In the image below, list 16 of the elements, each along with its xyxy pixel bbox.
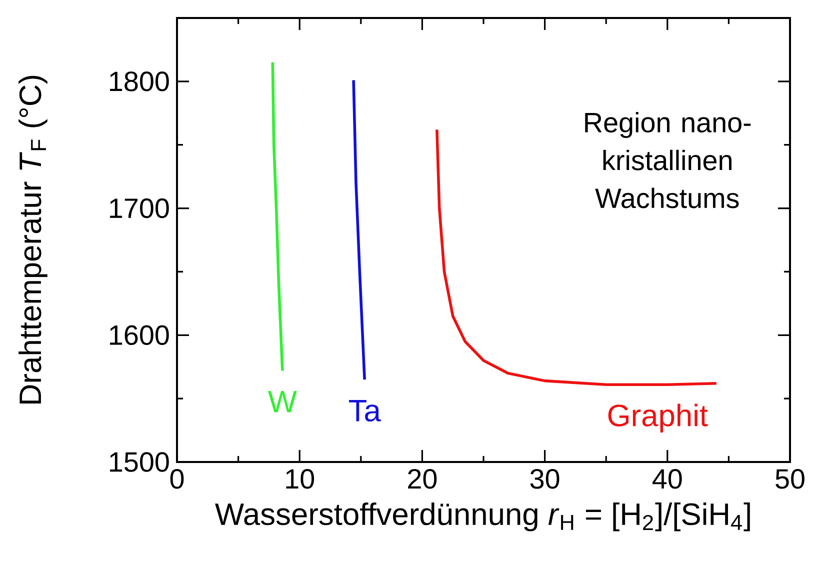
- x-tick-label: 0: [170, 469, 184, 489]
- y-axis-title: Drahttemperatur T$_{F}$ (°C): [18, 76, 48, 404]
- y-tick-label: 1800: [110, 72, 169, 92]
- y-tick-label: 1600: [110, 325, 169, 346]
- x-axis-title: Wasserstoffverdünnung r$_{H}$ = [H$_{2}$]/[SiH$_{4}$]: [215, 502, 750, 532]
- x-tick-label: 40: [652, 469, 682, 489]
- series-label: Graphit: [608, 404, 708, 433]
- x-tick-label: 10: [286, 469, 314, 489]
- x-tick-label: 20: [408, 469, 437, 489]
- series-label: W: [268, 391, 297, 412]
- y-tick-label: 1500: [110, 452, 169, 472]
- x-tick-label: 30: [530, 469, 560, 489]
- annotation: Region nano-kristallinen Wachstums: [585, 112, 751, 208]
- y-tick-label: 1700: [110, 198, 169, 218]
- series-label: Ta: [348, 400, 381, 422]
- x-tick-label: 50: [776, 469, 804, 489]
